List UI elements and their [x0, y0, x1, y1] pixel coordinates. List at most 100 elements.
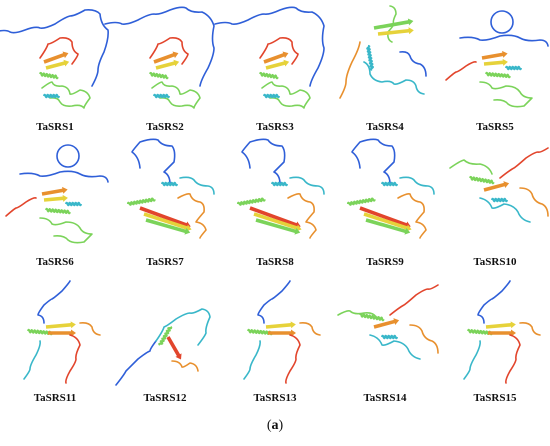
sheet-yellow-1	[43, 194, 68, 202]
protein-ribbon-image	[104, 6, 215, 109]
helix-green-1	[236, 197, 266, 206]
coil-green	[479, 81, 533, 108]
protein-ribbon-image	[23, 280, 101, 384]
coil-green	[39, 217, 93, 244]
structure-label: TaSRS3	[256, 121, 294, 133]
sheet-yellow-1	[363, 212, 412, 232]
sheet-red-1	[139, 206, 191, 229]
coil-blue	[131, 138, 176, 185]
coil-orange	[397, 193, 427, 239]
coil-orange	[79, 322, 101, 336]
helix-green-1	[26, 328, 53, 336]
protein-ribbon-image	[236, 138, 325, 239]
helix-green-1	[346, 197, 376, 206]
helix-green-1	[158, 326, 173, 346]
structure-label: TaSRS9	[366, 256, 404, 268]
c-terminal-tail	[285, 334, 301, 384]
structure-label: TaSRS13	[253, 392, 297, 404]
helix-cyan-1	[270, 181, 289, 187]
structure-panel-tasrs9: TaSRS9	[330, 138, 440, 278]
structure-label: TaSRS12	[143, 392, 187, 404]
helix-green-1	[258, 71, 279, 80]
structure-label: TaSRS15	[473, 392, 517, 404]
coil-cyan	[179, 176, 215, 195]
structure-panel-tasrs7: TaSRS7	[110, 138, 220, 278]
n-terminal-tail	[115, 340, 157, 386]
helix-cyan-1	[152, 93, 171, 99]
coil-red	[499, 147, 549, 179]
protein-ribbon-image	[243, 280, 321, 384]
structure-panel-tasrs12: TaSRS12	[110, 275, 220, 415]
helix-green-1	[468, 175, 495, 185]
structure-panel-tasrs13: TaSRS13	[220, 275, 330, 415]
coil-orange	[171, 360, 199, 372]
structure-panel-tasrs2: TaSRS2	[104, 2, 220, 142]
structure-panel-tasrs10: TaSRS10	[440, 138, 550, 278]
coil-green	[261, 81, 311, 109]
loop-circle	[490, 10, 514, 34]
helix-cyan-1	[42, 93, 61, 99]
protein-ribbon-image	[346, 138, 435, 239]
structure-panel-tasrs4: TaSRS4	[330, 2, 440, 142]
structure-label: TaSRS11	[33, 392, 77, 404]
sheet-green-1	[255, 218, 301, 235]
sheet-red-1	[359, 206, 411, 229]
structure-panel-tasrs8: TaSRS8	[220, 138, 330, 278]
protein-ribbon-image	[5, 144, 109, 244]
helix-cyan-1	[64, 201, 83, 207]
sheet-red-1	[249, 206, 301, 229]
n-terminal-tail	[37, 280, 71, 324]
structure-label: TaSRS2	[146, 121, 184, 133]
sheet-orange-1	[41, 186, 68, 196]
protein-ribbon-image	[463, 280, 541, 384]
coil-green-left	[449, 159, 493, 175]
helix-green-1	[246, 328, 273, 336]
helix-cyan-1	[366, 44, 374, 71]
coil-cyan	[23, 340, 41, 380]
coil-cyan	[369, 334, 421, 360]
coil-orange	[177, 193, 207, 239]
helix-cyan-1	[504, 65, 523, 71]
loop-red	[39, 37, 79, 65]
sheet-orange-1	[263, 51, 289, 64]
coil-blue	[399, 51, 427, 77]
protein-ribbon-image	[339, 5, 427, 99]
figure-caption: (a)	[266, 418, 284, 433]
c-terminal-tail	[505, 334, 521, 384]
sheet-orange-1	[481, 50, 508, 60]
sheet-orange-1	[268, 329, 296, 337]
c-terminal-tail	[5, 197, 37, 217]
caption-letter: a	[271, 418, 279, 433]
sheet-orange-1	[153, 51, 179, 64]
structure-panel-tasrs15: TaSRS15	[440, 275, 550, 415]
sheet-yellow-1	[253, 212, 302, 232]
n-terminal-tail	[214, 6, 325, 87]
structure-label: TaSRS7	[146, 256, 184, 268]
helix-cyan-1	[380, 181, 399, 187]
coil-green	[151, 81, 201, 109]
helix-cyan-1	[160, 181, 179, 187]
helix-cyan-1	[490, 197, 509, 203]
protein-ribbon-image	[449, 147, 549, 223]
helix-green-1	[126, 197, 156, 206]
helix-cyan-1	[380, 334, 399, 340]
sheet-yellow-1	[377, 27, 414, 36]
loop-red	[259, 37, 299, 65]
coil-cyan	[363, 61, 425, 95]
helix-green-1	[148, 71, 169, 80]
structure-panel-tasrs6: TaSRS6	[0, 138, 110, 278]
coil-cyan	[463, 340, 481, 380]
sheet-green-1	[145, 218, 191, 235]
sheet-yellow-1	[45, 321, 76, 329]
sheet-yellow-1	[143, 212, 192, 232]
sheet-yellow-1	[483, 58, 508, 66]
coil-cyan	[399, 176, 435, 195]
coil-green-left	[337, 310, 377, 318]
structure-label: TaSRS1	[36, 121, 74, 133]
sheet-yellow-1	[265, 59, 290, 70]
structure-label: TaSRS5	[476, 121, 514, 133]
sheet-yellow-1	[265, 321, 296, 329]
protein-ribbon-image	[126, 138, 215, 239]
coil-orange	[287, 193, 317, 239]
